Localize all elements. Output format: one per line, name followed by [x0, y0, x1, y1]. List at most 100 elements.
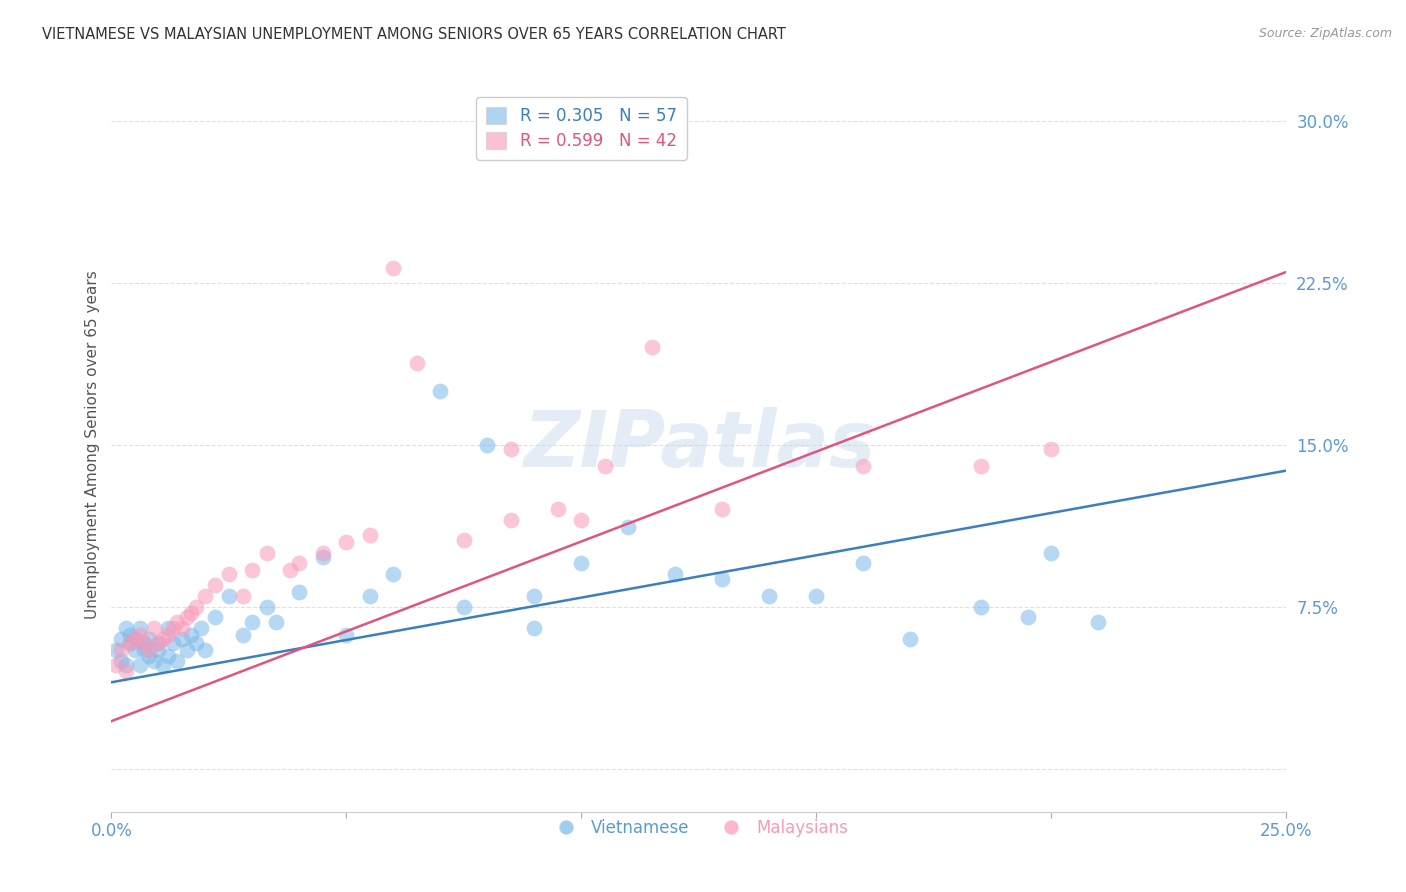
Point — [970, 599, 993, 614]
Point — [359, 589, 381, 603]
Point — [176, 643, 198, 657]
Point — [110, 643, 132, 657]
Point — [148, 636, 170, 650]
Point — [124, 632, 146, 646]
Point — [1040, 442, 1063, 456]
Point — [114, 621, 136, 635]
Point — [359, 528, 381, 542]
Point — [453, 533, 475, 547]
Point — [114, 665, 136, 679]
Text: VIETNAMESE VS MALAYSIAN UNEMPLOYMENT AMONG SENIORS OVER 65 YEARS CORRELATION CHA: VIETNAMESE VS MALAYSIAN UNEMPLOYMENT AMO… — [42, 27, 786, 42]
Y-axis label: Unemployment Among Seniors over 65 years: Unemployment Among Seniors over 65 years — [86, 270, 100, 619]
Point — [758, 589, 780, 603]
Point — [278, 563, 301, 577]
Point — [232, 589, 254, 603]
Point — [142, 654, 165, 668]
Point — [134, 636, 156, 650]
Point — [664, 567, 686, 582]
Point — [335, 534, 357, 549]
Point — [120, 636, 142, 650]
Point — [242, 563, 264, 577]
Point — [152, 632, 174, 646]
Point — [156, 621, 179, 635]
Point — [110, 632, 132, 646]
Point — [571, 513, 593, 527]
Point — [110, 654, 132, 668]
Point — [148, 636, 170, 650]
Point — [170, 632, 193, 646]
Text: ZIPatlas: ZIPatlas — [523, 407, 875, 483]
Point — [1017, 610, 1039, 624]
Point — [204, 610, 226, 624]
Point — [134, 643, 156, 657]
Point — [156, 628, 179, 642]
Point — [523, 589, 546, 603]
Point — [406, 355, 429, 369]
Point — [166, 615, 188, 629]
Point — [166, 654, 188, 668]
Point — [176, 610, 198, 624]
Point — [152, 658, 174, 673]
Point — [156, 649, 179, 664]
Point — [120, 636, 142, 650]
Point — [184, 636, 207, 650]
Point — [128, 628, 150, 642]
Point — [900, 632, 922, 646]
Point — [382, 260, 405, 275]
Point — [138, 632, 160, 646]
Point — [335, 628, 357, 642]
Point — [453, 599, 475, 614]
Point — [190, 621, 212, 635]
Point — [128, 658, 150, 673]
Point — [382, 567, 405, 582]
Point — [641, 341, 664, 355]
Point — [194, 643, 217, 657]
Point — [852, 459, 875, 474]
Point — [711, 502, 734, 516]
Point — [256, 599, 278, 614]
Point — [499, 442, 522, 456]
Point — [499, 513, 522, 527]
Point — [288, 584, 311, 599]
Point — [1040, 546, 1063, 560]
Point — [138, 643, 160, 657]
Point — [162, 621, 184, 635]
Point — [312, 546, 335, 560]
Point — [1087, 615, 1109, 629]
Point — [194, 589, 217, 603]
Point — [124, 632, 146, 646]
Point — [806, 589, 828, 603]
Point — [429, 384, 451, 398]
Point — [114, 658, 136, 673]
Point — [124, 643, 146, 657]
Point — [204, 578, 226, 592]
Point — [148, 643, 170, 657]
Point — [218, 567, 240, 582]
Point — [232, 628, 254, 642]
Point — [852, 557, 875, 571]
Point — [547, 502, 569, 516]
Point — [134, 636, 156, 650]
Point — [288, 557, 311, 571]
Point — [571, 557, 593, 571]
Text: Source: ZipAtlas.com: Source: ZipAtlas.com — [1258, 27, 1392, 40]
Point — [970, 459, 993, 474]
Point — [105, 658, 128, 673]
Point — [264, 615, 287, 629]
Point — [242, 615, 264, 629]
Point — [180, 606, 202, 620]
Point — [128, 621, 150, 635]
Legend: Vietnamese, Malaysians: Vietnamese, Malaysians — [543, 813, 855, 844]
Point — [105, 643, 128, 657]
Point — [617, 520, 640, 534]
Point — [218, 589, 240, 603]
Point — [120, 628, 142, 642]
Point — [170, 621, 193, 635]
Point — [142, 621, 165, 635]
Point — [256, 546, 278, 560]
Point — [138, 649, 160, 664]
Point — [180, 628, 202, 642]
Point — [711, 572, 734, 586]
Point — [162, 636, 184, 650]
Point — [184, 599, 207, 614]
